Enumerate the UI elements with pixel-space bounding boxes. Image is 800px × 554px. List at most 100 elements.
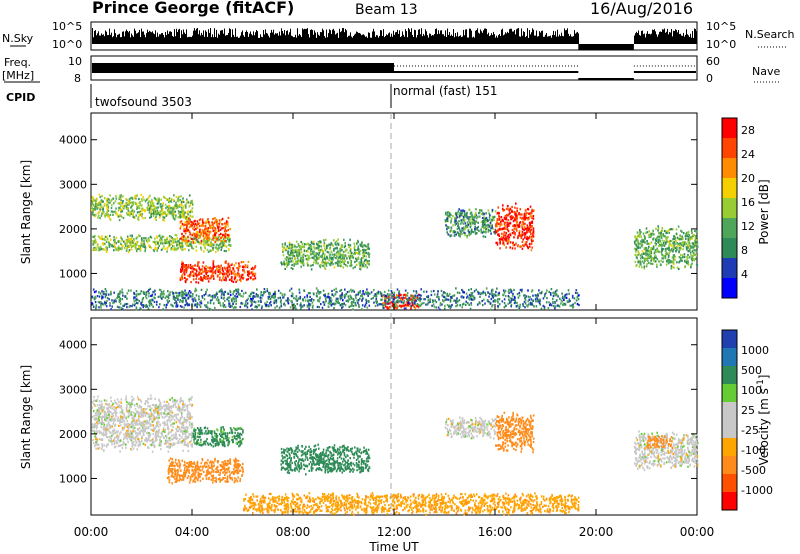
heatmap-cell bbox=[321, 253, 324, 257]
heatmap-cell bbox=[164, 247, 166, 250]
nsky-bar bbox=[652, 29, 653, 44]
heatmap-cell bbox=[552, 297, 554, 300]
nsky-bar bbox=[137, 33, 138, 44]
heatmap-cell bbox=[198, 273, 201, 276]
heatmap-cell bbox=[398, 292, 400, 295]
heatmap-cell bbox=[466, 221, 469, 224]
station-title: Prince George (fitACF) bbox=[92, 0, 294, 17]
heatmap-cell bbox=[519, 303, 521, 306]
heatmap-cell bbox=[97, 235, 100, 238]
heatmap-cell bbox=[217, 249, 219, 252]
heatmap-cell bbox=[387, 296, 389, 300]
heatmap-cell bbox=[496, 230, 499, 233]
heatmap-cell bbox=[681, 254, 684, 257]
nsky-bar bbox=[422, 36, 423, 44]
heatmap-cell bbox=[359, 264, 361, 267]
heatmap-cell bbox=[91, 213, 94, 216]
heatmap-cell bbox=[644, 252, 647, 255]
heatmap-cell bbox=[146, 305, 148, 308]
heatmap-cell bbox=[386, 302, 389, 305]
heatmap-cell bbox=[357, 257, 360, 260]
heatmap-cell bbox=[363, 252, 366, 255]
heatmap-cell bbox=[269, 300, 272, 304]
heatmap-cell bbox=[668, 254, 670, 257]
heatmap-cell bbox=[657, 241, 659, 244]
heatmap-cell bbox=[282, 254, 285, 257]
heatmap-cell bbox=[418, 303, 420, 307]
heatmap-cell bbox=[117, 202, 120, 205]
heatmap-cell bbox=[532, 239, 534, 242]
nsky-bar bbox=[177, 32, 178, 44]
heatmap-cell bbox=[216, 230, 219, 233]
heatmap-cell bbox=[232, 307, 235, 310]
heatmap-cell bbox=[298, 249, 300, 252]
heatmap-cell bbox=[450, 217, 453, 220]
heatmap-cell bbox=[177, 216, 180, 219]
heatmap-cell bbox=[654, 244, 657, 247]
heatmap-cell bbox=[223, 242, 226, 245]
heatmap-cell bbox=[368, 304, 371, 307]
heatmap-cell bbox=[141, 207, 143, 210]
heatmap-cell bbox=[414, 307, 417, 310]
heatmap-cell bbox=[368, 247, 370, 250]
heatmap-cell bbox=[685, 260, 688, 264]
heatmap-cell bbox=[103, 211, 105, 214]
heatmap-cell bbox=[499, 242, 501, 245]
heatmap-cell bbox=[482, 220, 484, 223]
heatmap-cell bbox=[341, 244, 344, 247]
heatmap-cell bbox=[332, 258, 334, 261]
heatmap-cell bbox=[302, 262, 305, 265]
nsky-bar bbox=[407, 37, 408, 44]
heatmap-cell bbox=[208, 236, 211, 239]
nsky-bar bbox=[271, 29, 272, 44]
nsky-bar bbox=[310, 29, 311, 44]
heatmap-cell bbox=[491, 218, 493, 221]
heatmap-cell bbox=[364, 244, 366, 247]
heatmap-cell bbox=[227, 216, 230, 220]
heatmap-cell bbox=[286, 263, 289, 266]
nsky-bar bbox=[454, 37, 455, 44]
heatmap-cell bbox=[131, 239, 134, 242]
heatmap-cell bbox=[672, 255, 675, 258]
nsky-bar bbox=[301, 36, 302, 44]
heatmap-cell bbox=[118, 293, 121, 296]
nsky-bar bbox=[415, 30, 416, 44]
heatmap-cell bbox=[232, 293, 234, 296]
heatmap-cell bbox=[415, 291, 418, 294]
heatmap-cell bbox=[340, 261, 343, 264]
heatmap-cell bbox=[663, 244, 666, 247]
heatmap-cell bbox=[528, 235, 531, 238]
heatmap-cell bbox=[95, 241, 97, 244]
heatmap-cell bbox=[539, 303, 541, 306]
nsky-bar bbox=[221, 30, 222, 44]
heatmap-cell bbox=[636, 236, 638, 239]
heatmap-cell bbox=[305, 258, 308, 261]
heatmap-cell bbox=[325, 238, 327, 241]
nsky-bar bbox=[650, 34, 651, 44]
heatmap-cell bbox=[94, 206, 96, 209]
nsky-bar bbox=[404, 36, 405, 44]
nsky-bar bbox=[445, 30, 446, 44]
heatmap-cell bbox=[349, 250, 352, 253]
heatmap-cell bbox=[293, 263, 295, 266]
heatmap-cell bbox=[242, 292, 245, 295]
nsky-bar bbox=[204, 36, 205, 44]
nsky-bar bbox=[492, 35, 493, 44]
heatmap-cell bbox=[517, 244, 519, 247]
heatmap-cell bbox=[117, 240, 120, 244]
heatmap-cell bbox=[224, 239, 227, 242]
heatmap-cell bbox=[652, 229, 654, 232]
heatmap-cell bbox=[181, 260, 183, 264]
heatmap-cell bbox=[521, 227, 524, 230]
heatmap-cell bbox=[318, 242, 320, 245]
heatmap-cell bbox=[456, 304, 459, 307]
heatmap-cell bbox=[126, 203, 129, 206]
heatmap-cell bbox=[488, 216, 491, 219]
heatmap-cell bbox=[238, 272, 240, 275]
heatmap-cell bbox=[532, 215, 535, 218]
heatmap-cell bbox=[512, 224, 514, 227]
heatmap-cell bbox=[319, 240, 322, 243]
heatmap-cell bbox=[328, 243, 330, 246]
heatmap-cell bbox=[308, 255, 310, 258]
heatmap-cell bbox=[156, 235, 158, 238]
